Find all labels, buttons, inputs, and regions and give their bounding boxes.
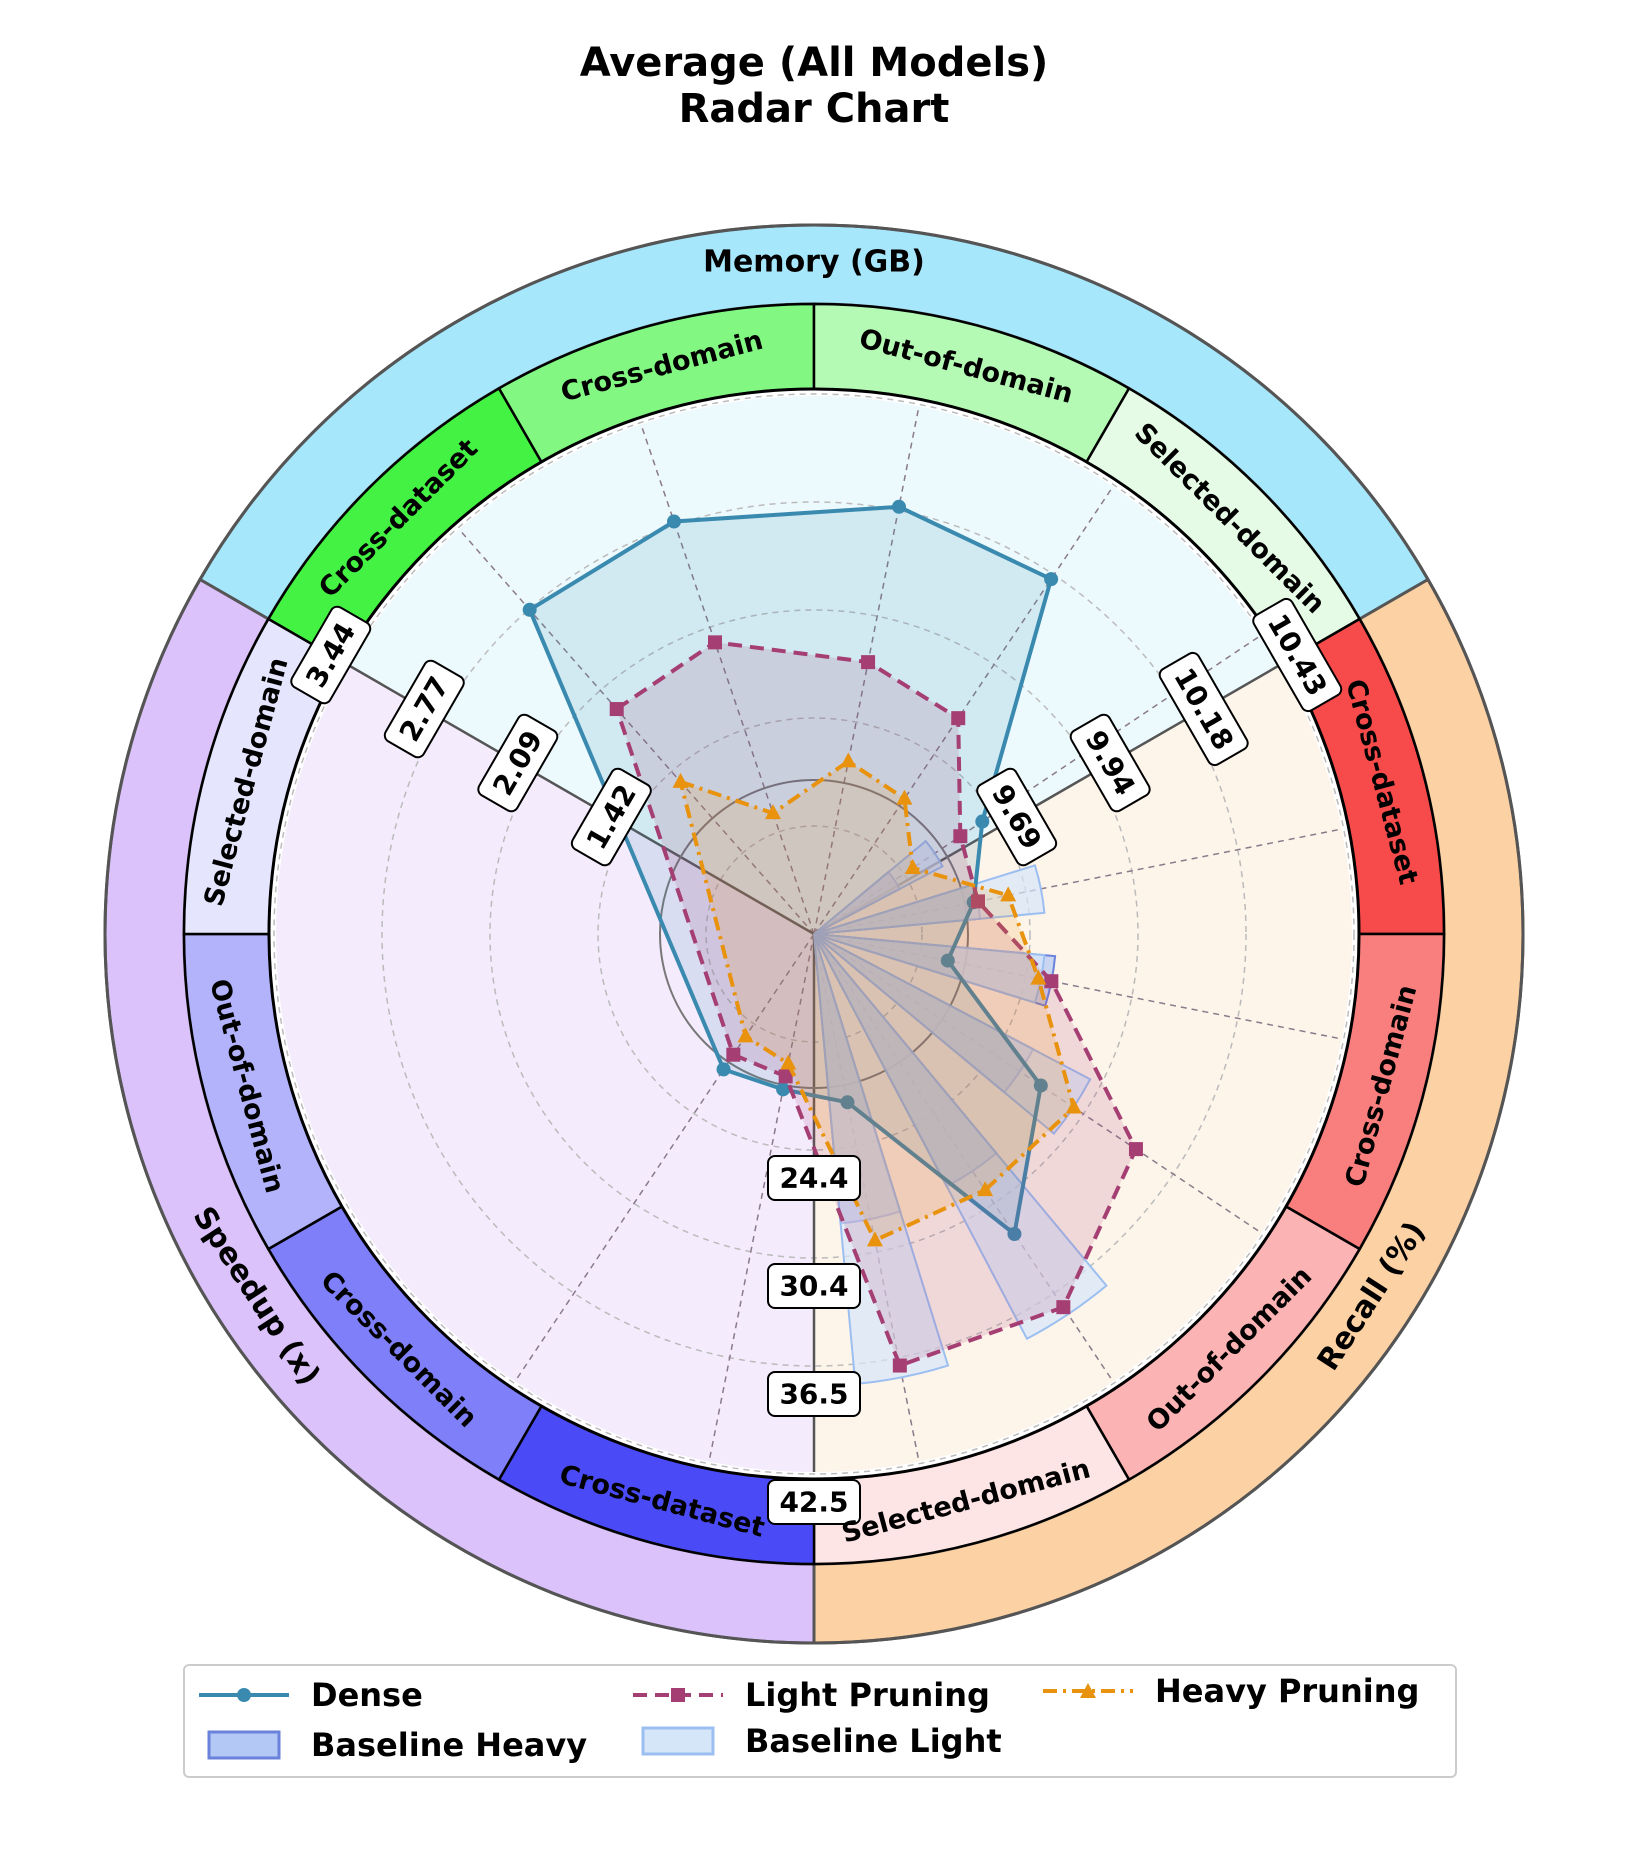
point-dense	[940, 953, 955, 968]
tick-box	[1069, 713, 1151, 813]
group-label: Memory (GB)	[703, 245, 925, 280]
point-heavy-pruning	[904, 858, 921, 874]
point-light-pruning	[970, 894, 985, 909]
grid-circle	[381, 501, 1247, 1367]
point-heavy-pruning	[764, 804, 781, 820]
legend-dashdot-triangle-icon	[1043, 1676, 1133, 1706]
tick-box	[290, 605, 372, 705]
grid-circle	[597, 717, 1031, 1151]
point-light-pruning	[953, 829, 968, 844]
legend-patch-icon	[633, 1726, 723, 1756]
axis-spoke	[514, 933, 815, 1382]
point-light-pruning	[609, 702, 624, 717]
radial-tick-recall: 24.4	[767, 1155, 861, 1201]
tick-label: 30.4	[779, 1270, 848, 1303]
legend-item-light-pruning[interactable]: Light Pruning	[633, 1676, 990, 1714]
point-dense	[776, 1082, 791, 1097]
point-heavy-pruning	[1030, 969, 1047, 985]
legend-label: Light Pruning	[745, 1676, 990, 1714]
point-heavy-pruning	[1065, 1098, 1082, 1114]
legend-item-baseline-heavy[interactable]: Baseline Heavy	[199, 1726, 587, 1764]
point-heavy-pruning	[977, 1181, 994, 1197]
outer-border	[103, 223, 1525, 1645]
radar-chart: 9.699.9410.1810.4324.430.436.542.51.422.…	[103, 223, 1525, 1645]
point-dense	[666, 514, 681, 529]
bar-baseline-light	[813, 933, 1108, 1341]
legend-line-circle-icon	[199, 1680, 289, 1710]
group-plot-tint-recall	[814, 665, 1352, 1472]
point-heavy-pruning	[737, 1027, 754, 1043]
point-light-pruning	[951, 711, 966, 726]
point-light-pruning	[726, 1047, 741, 1062]
tick-box	[1158, 651, 1249, 767]
legend-item-dense[interactable]: Dense	[199, 1676, 423, 1714]
legend-label: Baseline Heavy	[311, 1726, 588, 1764]
bar-baseline-light	[813, 864, 1046, 935]
tick-box	[767, 1155, 861, 1201]
point-light-pruning	[861, 655, 876, 670]
chart-title: Average (All Models)	[579, 40, 1049, 86]
legend-label: Heavy Pruning	[1155, 1672, 1420, 1710]
tick-box	[767, 1263, 861, 1309]
point-heavy-pruning	[840, 752, 857, 768]
point-light-pruning	[892, 1358, 907, 1373]
tick-box	[570, 767, 652, 867]
tick-label: 42.5	[779, 1486, 848, 1519]
legend-dashed-square-icon	[633, 1680, 723, 1710]
tick-box	[1252, 597, 1343, 713]
point-light-pruning	[1128, 1142, 1143, 1157]
point-heavy-pruning	[780, 1054, 797, 1070]
point-light-pruning	[1056, 1300, 1071, 1315]
radial-tick-recall: 30.4	[767, 1263, 861, 1309]
legend-item-baseline-light[interactable]: Baseline Light	[633, 1722, 1002, 1760]
point-dense	[891, 499, 906, 514]
point-light-pruning	[1044, 974, 1059, 989]
chart-subtitle: Radar Chart	[678, 86, 950, 132]
point-dense	[1007, 1226, 1022, 1241]
radial-tick-recall: 42.5	[767, 1479, 861, 1525]
axis-spoke	[813, 486, 1114, 935]
tick-box	[767, 1371, 861, 1417]
legend-patch-icon	[199, 1730, 289, 1760]
tick-box	[976, 767, 1058, 867]
tick-box	[477, 713, 559, 813]
legend: Dense Light Pruning Heavy Pruning Baseli…	[183, 1664, 1457, 1778]
reference-circle	[659, 779, 969, 1089]
tick-label: 24.4	[779, 1162, 848, 1195]
point-heavy-pruning	[896, 789, 913, 805]
axis-spoke	[640, 424, 815, 935]
point-heavy-pruning	[672, 772, 689, 788]
point-dense	[1044, 572, 1059, 587]
legend-item-heavy-pruning[interactable]: Heavy Pruning	[1043, 1672, 1419, 1710]
point-dense	[1033, 1078, 1048, 1093]
point-heavy-pruning	[866, 1231, 883, 1247]
point-light-pruning	[707, 635, 722, 650]
tick-label: 36.5	[779, 1378, 848, 1411]
plot-area	[273, 393, 1355, 1475]
radial-tick-speedup: 2.09	[477, 713, 559, 813]
tick-box	[383, 659, 465, 759]
axis-spoke	[458, 529, 815, 935]
legend-label: Dense	[311, 1676, 423, 1714]
axis-spoke	[813, 406, 920, 935]
radial-tick-recall: 36.5	[767, 1371, 861, 1417]
legend-label: Baseline Light	[745, 1722, 1002, 1760]
point-dense	[975, 814, 990, 829]
point-light-pruning	[778, 1069, 793, 1084]
axis-spoke	[708, 933, 815, 1462]
grid-circle	[273, 393, 1355, 1475]
point-dense	[522, 602, 537, 617]
point-heavy-pruning	[1000, 886, 1017, 902]
group-plot-tint-speedup	[276, 665, 814, 1472]
point-dense	[716, 1062, 731, 1077]
series-layer	[522, 499, 1143, 1373]
point-dense	[840, 1095, 855, 1110]
tick-box	[767, 1479, 861, 1525]
